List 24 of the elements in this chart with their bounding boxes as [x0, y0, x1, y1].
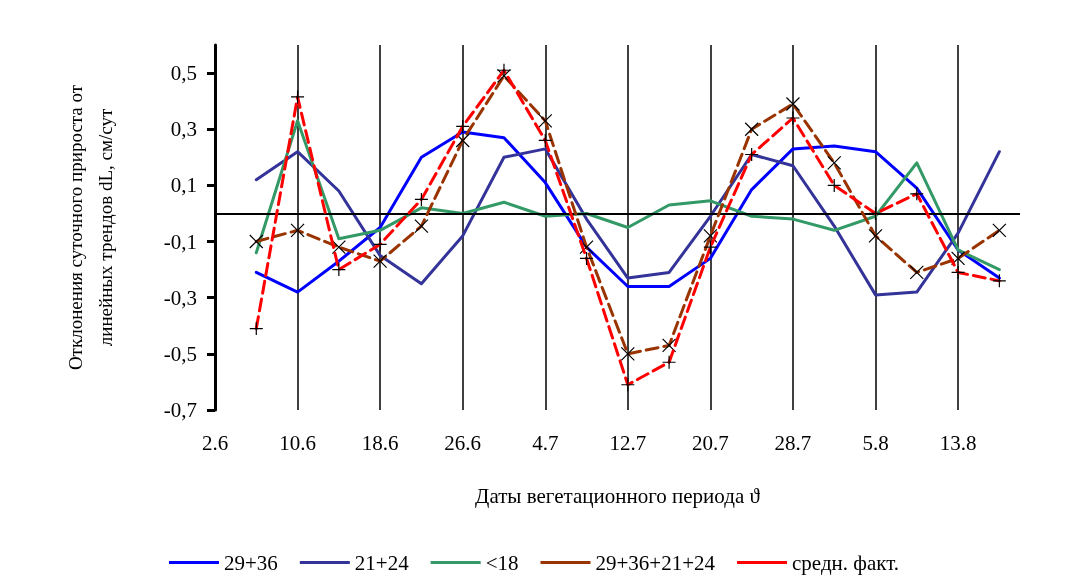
x-tick-label: 28.7 — [774, 430, 812, 455]
legend-label: 29+36+21+24 — [595, 550, 716, 575]
x-tick-label: 12.7 — [609, 430, 647, 455]
x-tick-label: 18.6 — [361, 430, 399, 455]
y-tick-label: 0,3 — [170, 117, 197, 142]
x-tick-label: 26.6 — [444, 430, 482, 455]
x-tick-label: 5.8 — [862, 430, 889, 455]
x-tick-label: 2.6 — [201, 430, 229, 455]
y-tick-label: -0,7 — [163, 398, 197, 422]
x-tick-label: 13.8 — [939, 430, 977, 455]
legend-label: 29+36 — [223, 550, 278, 575]
y-tick-label: -0,5 — [163, 341, 197, 366]
x-axis-title: Даты вегетационного периода ϑ — [475, 483, 761, 508]
y-tick-label: 0,1 — [170, 173, 197, 198]
y-tick-label: -0,3 — [163, 285, 197, 310]
y-tick-label: 0,5 — [170, 61, 197, 86]
x-tick-label: 4.7 — [532, 430, 559, 455]
legend-label: 21+24 — [354, 550, 410, 575]
legend-label: <18 — [485, 550, 519, 575]
x-tick-label: 20.7 — [692, 430, 729, 455]
legend-label: средн. факт. — [792, 550, 900, 575]
y-axis-title: Отклонения суточного прироста от линейных трендов dL, см/сут — [64, 84, 116, 371]
x-tick-label: 10.6 — [279, 430, 316, 455]
y-tick-label: -0,1 — [163, 229, 197, 254]
